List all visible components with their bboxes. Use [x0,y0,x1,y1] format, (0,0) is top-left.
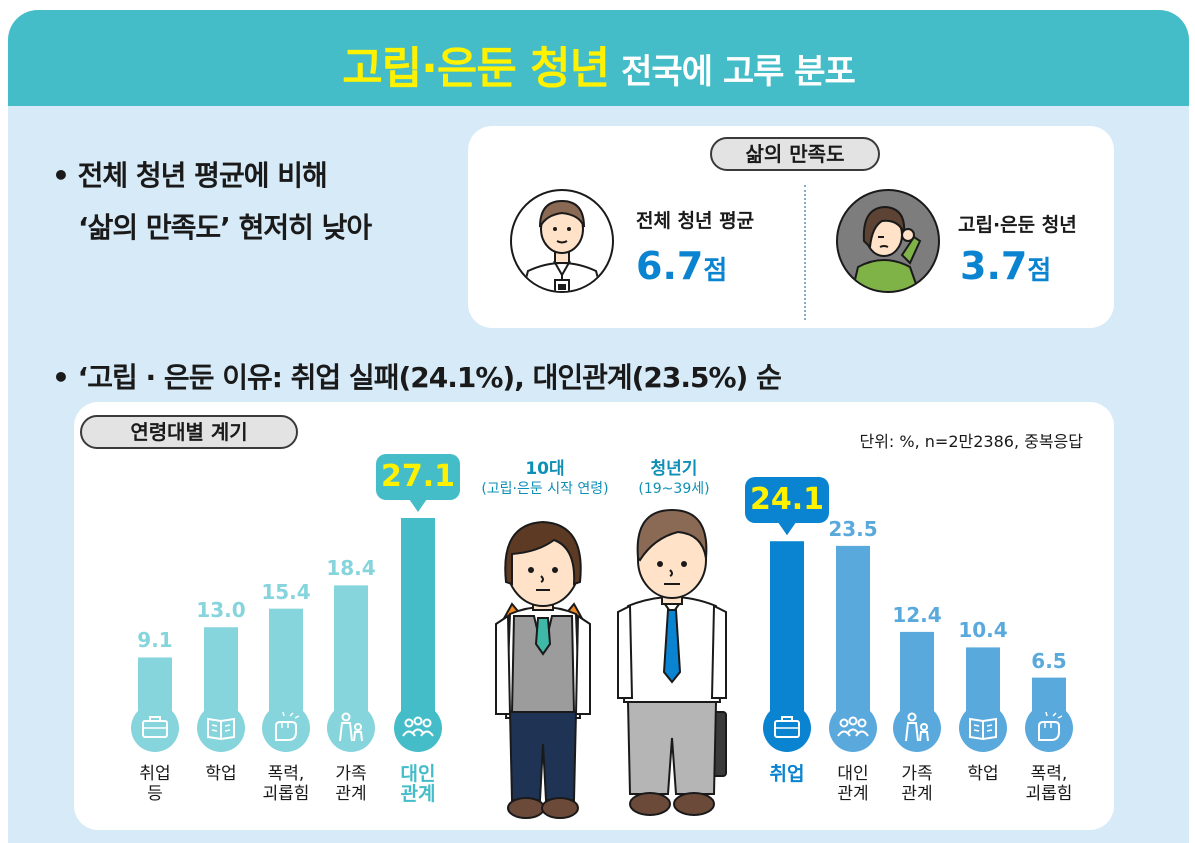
category-label: 학업 [967,764,999,784]
satisfaction-average-value: 6.7점 [636,244,727,288]
teen-student-figure-icon [495,520,591,819]
chart-unit-note: 단위: %, n=2만2386, 중복응답 [859,432,1083,451]
satisfaction-isolated-unit: 점 [1027,256,1052,286]
satisfaction-average-number: 6.7 [636,244,704,288]
avatar-average-youth-icon [510,189,614,293]
chart-section-title: 연령대별 계기 [80,415,298,449]
title-highlight: 고립·은둔 청년 [342,43,610,94]
group-teen-subtitle: (고립·은둔 시작 연령) [481,481,609,497]
satisfaction-divider [804,185,806,320]
page-title: 고립·은둔 청년 전국에 고루 분포 [8,32,1189,96]
category-label: 가족 관계 [901,764,933,804]
group-youth-subtitle: (19~39세) [638,481,710,497]
satisfaction-average-unit: 점 [703,256,728,286]
title-banner: 고립·은둔 청년 전국에 고루 분포 [8,10,1189,106]
bar-value-label: 23.5 [828,516,878,541]
category-label: 폭력, 괴롭힘 [262,764,310,804]
satisfaction-average-label: 전체 청년 평균 [636,210,755,232]
avatar-isolated-youth-icon [836,189,940,293]
category-label: 대인 관계 [837,764,869,804]
bullet-line-1: • 전체 청년 평균에 비해 [52,159,328,192]
category-label: 폭력, 괴롭힘 [1025,764,1073,804]
bar-value-label: 13.0 [196,598,246,623]
title-rest: 전국에 고루 분포 [621,52,856,92]
group-teen-header: 10대 (고립·은둔 시작 연령) [445,459,645,499]
satisfaction-isolated-value: 3.7점 [960,244,1051,288]
satisfaction-isolated-label: 고립·은둔 청년 [958,214,1077,236]
bar-value-label: 15.4 [261,579,311,604]
category-label: 가족 관계 [335,764,367,804]
youth-office-figure-icon [617,508,727,816]
group-youth-header: 청년기 (19~39세) [574,459,774,499]
satisfaction-isolated-number: 3.7 [960,244,1028,288]
bar-value-label: 18.4 [326,556,376,581]
category-label: 대인 관계 [400,763,436,805]
satisfaction-title: 삶의 만족도 [710,137,880,171]
bullet-satisfaction: • 전체 청년 평균에 비해 ‘삶의 만족도’ 현저히 낮아 [52,150,372,254]
chart-card [74,402,1114,830]
bar-value-callout: 27.1 [376,453,460,500]
bar-value-label: 12.4 [892,602,942,627]
category-label: 취업 등 [139,764,171,804]
bar-value-callout: 24.1 [745,477,829,524]
bullet-reasons: • ‘고립 · 은둔 이유: 취업 실패(24.1%), 대인관계(23.5%)… [52,361,782,394]
group-youth-title: 청년기 [650,459,698,479]
category-label: 취업 [769,763,805,785]
bar-value-label: 10.4 [958,618,1008,643]
bullet-line-2: ‘삶의 만족도’ 현저히 낮아 [78,211,372,244]
bar-value-label: 6.5 [1031,648,1067,673]
group-teen-title: 10대 [525,459,565,479]
bar-value-label: 9.1 [137,628,173,653]
category-label: 학업 [205,764,237,784]
